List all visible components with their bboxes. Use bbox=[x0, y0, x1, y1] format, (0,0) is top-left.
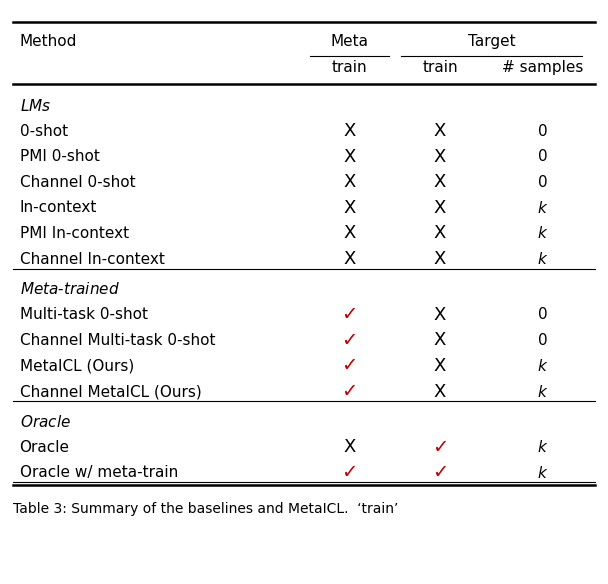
Text: $\boldsymbol{\mathsf{X}}$: $\boldsymbol{\mathsf{X}}$ bbox=[342, 148, 356, 166]
Text: Method: Method bbox=[19, 34, 77, 48]
Text: ✓: ✓ bbox=[341, 331, 358, 350]
Text: Channel Multi-task 0-shot: Channel Multi-task 0-shot bbox=[19, 333, 215, 348]
Text: $\boldsymbol{\mathsf{X}}$: $\boldsymbol{\mathsf{X}}$ bbox=[434, 331, 447, 349]
Text: Channel In-context: Channel In-context bbox=[19, 252, 164, 266]
Text: $\boldsymbol{\mathsf{X}}$: $\boldsymbol{\mathsf{X}}$ bbox=[434, 199, 447, 217]
Text: $\boldsymbol{\mathsf{X}}$: $\boldsymbol{\mathsf{X}}$ bbox=[434, 224, 447, 242]
Text: MetaICL (Ours): MetaICL (Ours) bbox=[19, 359, 134, 374]
Text: In-context: In-context bbox=[19, 200, 97, 215]
Text: $\boldsymbol{\mathsf{X}}$: $\boldsymbol{\mathsf{X}}$ bbox=[434, 250, 447, 268]
Text: $k$: $k$ bbox=[537, 358, 549, 374]
Text: 0: 0 bbox=[538, 175, 548, 190]
Text: $k$: $k$ bbox=[537, 384, 549, 399]
Text: PMI 0-shot: PMI 0-shot bbox=[19, 150, 100, 164]
Text: ✓: ✓ bbox=[341, 356, 358, 376]
Text: 0: 0 bbox=[538, 307, 548, 322]
Text: $\boldsymbol{\mathsf{X}}$: $\boldsymbol{\mathsf{X}}$ bbox=[434, 383, 447, 401]
Text: ✓: ✓ bbox=[432, 438, 448, 457]
Text: ✓: ✓ bbox=[341, 305, 358, 324]
Text: $\boldsymbol{\mathsf{X}}$: $\boldsymbol{\mathsf{X}}$ bbox=[342, 173, 356, 192]
Text: Channel 0-shot: Channel 0-shot bbox=[19, 175, 135, 190]
Text: ✓: ✓ bbox=[432, 464, 448, 482]
Text: $\boldsymbol{\mathsf{X}}$: $\boldsymbol{\mathsf{X}}$ bbox=[342, 224, 356, 242]
Text: 0: 0 bbox=[538, 124, 548, 138]
Text: Multi-task 0-shot: Multi-task 0-shot bbox=[19, 307, 148, 322]
Text: train: train bbox=[423, 60, 458, 75]
Text: Oracle: Oracle bbox=[19, 440, 69, 455]
Text: Oracle w/ meta-train: Oracle w/ meta-train bbox=[19, 465, 178, 481]
Text: $\boldsymbol{\mathit{Oracle}}$: $\boldsymbol{\mathit{Oracle}}$ bbox=[19, 414, 71, 430]
Text: $k$: $k$ bbox=[537, 200, 549, 216]
Text: $\boldsymbol{\mathsf{X}}$: $\boldsymbol{\mathsf{X}}$ bbox=[342, 199, 356, 217]
Text: $\boldsymbol{\mathit{LMs}}$: $\boldsymbol{\mathit{LMs}}$ bbox=[19, 98, 51, 114]
Text: $\boldsymbol{\mathsf{X}}$: $\boldsymbol{\mathsf{X}}$ bbox=[434, 306, 447, 324]
Text: train: train bbox=[331, 60, 367, 75]
Text: # samples: # samples bbox=[502, 60, 584, 75]
Text: PMI In-context: PMI In-context bbox=[19, 226, 129, 241]
Text: $k$: $k$ bbox=[537, 465, 549, 481]
Text: $\boldsymbol{\mathit{Meta\text{-}trained}}$: $\boldsymbol{\mathit{Meta\text{-}trained… bbox=[19, 281, 120, 297]
Text: Table 3: Summary of the baselines and MetaICL.  ‘train’: Table 3: Summary of the baselines and Me… bbox=[13, 502, 399, 516]
Text: $\boldsymbol{\mathsf{X}}$: $\boldsymbol{\mathsf{X}}$ bbox=[434, 173, 447, 192]
Text: 0: 0 bbox=[538, 150, 548, 164]
Text: $\boldsymbol{\mathsf{X}}$: $\boldsymbol{\mathsf{X}}$ bbox=[434, 357, 447, 375]
Text: Target: Target bbox=[468, 34, 516, 48]
Text: $\boldsymbol{\mathsf{X}}$: $\boldsymbol{\mathsf{X}}$ bbox=[342, 250, 356, 268]
Text: ✓: ✓ bbox=[341, 382, 358, 401]
Text: $\boldsymbol{\mathsf{X}}$: $\boldsymbol{\mathsf{X}}$ bbox=[434, 148, 447, 166]
Text: $\boldsymbol{\mathsf{X}}$: $\boldsymbol{\mathsf{X}}$ bbox=[342, 122, 356, 140]
Text: 0: 0 bbox=[538, 333, 548, 348]
Text: 0-shot: 0-shot bbox=[19, 124, 67, 138]
Text: Meta: Meta bbox=[330, 34, 368, 48]
Text: $\boldsymbol{\mathsf{X}}$: $\boldsymbol{\mathsf{X}}$ bbox=[342, 439, 356, 456]
Text: ✓: ✓ bbox=[341, 464, 358, 482]
Text: $\boldsymbol{\mathsf{X}}$: $\boldsymbol{\mathsf{X}}$ bbox=[434, 122, 447, 140]
Text: $k$: $k$ bbox=[537, 251, 549, 267]
Text: Channel MetaICL (Ours): Channel MetaICL (Ours) bbox=[19, 384, 201, 399]
Text: $k$: $k$ bbox=[537, 225, 549, 241]
Text: $k$: $k$ bbox=[537, 439, 549, 456]
